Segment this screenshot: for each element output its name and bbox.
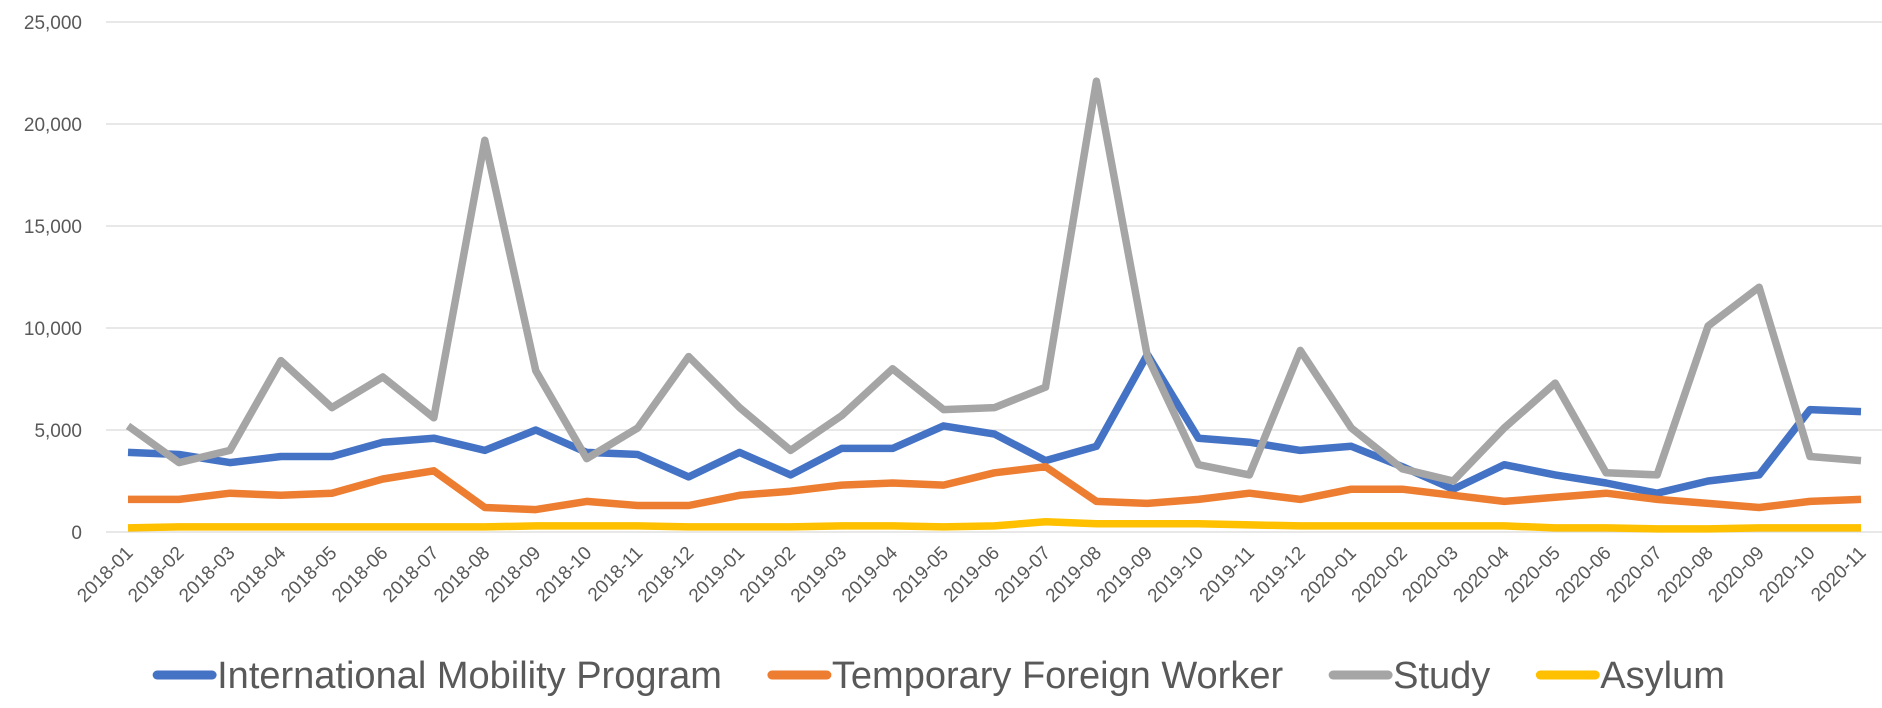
x-tick-label: 2020-08 [1653, 543, 1717, 607]
x-tick-label: 2019-12 [1246, 543, 1310, 607]
x-tick-label: 2020-10 [1755, 543, 1819, 607]
x-tick-label: 2019-02 [736, 543, 800, 607]
x-tick-label: 2019-05 [889, 543, 953, 607]
x-tick-label: 2018-06 [328, 543, 392, 607]
series-line [125, 77, 1862, 485]
x-tick-label: 2020-11 [1807, 543, 1870, 606]
series-line [128, 462, 1862, 514]
series-line [127, 350, 1862, 497]
x-tick-label: 2018-09 [481, 543, 545, 607]
legend-label: International Mobility Program [217, 655, 722, 697]
x-tick-label: 2018-08 [430, 543, 494, 607]
x-tick-label: 2020-03 [1399, 543, 1463, 607]
x-tick-label: 2018-01 [73, 543, 137, 607]
x-tick-label: 2018-10 [532, 543, 596, 607]
x-tick-label: 2020-06 [1552, 543, 1616, 607]
x-tick-label: 2019-09 [1093, 543, 1157, 607]
x-tick-label: 2019-10 [1144, 543, 1208, 607]
x-tick-label: 2019-08 [1042, 543, 1106, 607]
x-tick-label: 2019-06 [940, 543, 1004, 607]
y-tick-label: 25,000 [24, 13, 82, 34]
series-line [127, 518, 1861, 533]
x-tick-label: 2018-07 [379, 543, 443, 607]
x-tick-label: 2019-03 [787, 543, 851, 607]
x-tick-label: 2020-02 [1348, 543, 1412, 607]
legend-label: Study [1393, 655, 1490, 697]
y-tick-label: 10,000 [24, 319, 82, 340]
x-tick-label: 2018-05 [277, 543, 341, 607]
y-tick-label: 5,000 [34, 421, 82, 442]
x-tick-label: 2020-07 [1602, 543, 1666, 607]
x-tick-label: 2020-09 [1704, 543, 1768, 607]
x-tick-label: 2018-03 [175, 543, 239, 607]
x-tick-label: 2019-01 [685, 543, 749, 607]
x-tick-label: 2018-02 [124, 543, 188, 607]
legend-label: Asylum [1600, 655, 1725, 697]
x-tick-label: 2020-05 [1501, 543, 1565, 607]
x-tick-label: 2020-01 [1297, 543, 1361, 607]
legend-label: Temporary Foreign Worker [832, 655, 1284, 697]
x-tick-label: 2019-07 [991, 543, 1055, 607]
x-tick-label: 2018-12 [634, 543, 698, 607]
y-tick-label: 15,000 [24, 217, 82, 238]
y-tick-label: 20,000 [24, 115, 82, 136]
y-tick-label: 0 [71, 523, 82, 544]
